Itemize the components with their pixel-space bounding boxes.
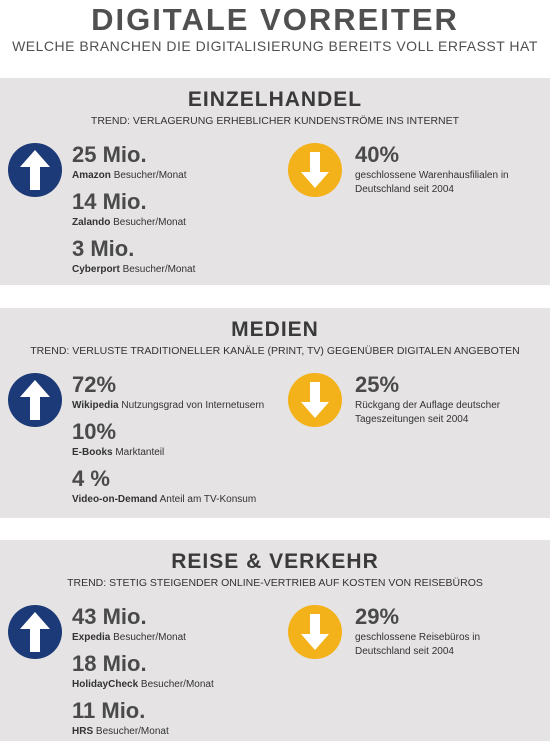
stat-text: Besucher/Monat xyxy=(113,632,186,643)
subtitle: WELCHE BRANCHEN DIE DIGITALISIERUNG BERE… xyxy=(12,38,538,54)
stat-value: 11 Mio. xyxy=(72,698,146,723)
stat-desc: E-Books Marktanteil xyxy=(72,446,272,460)
arrow xyxy=(20,150,50,190)
stat-text: Nutzungsgrad von Internetusern xyxy=(121,400,265,411)
stat-value: 29% xyxy=(355,604,400,629)
trend: TREND: VERLUSTE TRADITIONELLER KANÄLE (P… xyxy=(30,345,520,357)
section-title: REISE & VERKEHR xyxy=(171,550,379,573)
stat-value: 18 Mio. xyxy=(72,651,147,676)
arrow-up-icon xyxy=(8,605,62,659)
stat-desc: geschlossene Reisebüros in Deutschland s… xyxy=(355,632,481,657)
section-title: MEDIEN xyxy=(231,318,319,341)
arrow-down-icon xyxy=(288,143,342,197)
arrow xyxy=(20,612,50,652)
stat-desc: HRS Besucher/Monat xyxy=(72,725,272,739)
stat-value: 14 Mio. xyxy=(72,189,147,214)
stat-desc: Video-on-Demand Anteil am TV-Konsum xyxy=(72,493,272,507)
stat-name: Cyberport xyxy=(72,264,120,275)
stat-name: Amazon xyxy=(72,170,111,181)
stat-desc: Cyberport Besucher/Monat xyxy=(72,263,272,277)
stat-desc: Rückgang der Auflage deutscher Tageszeit… xyxy=(355,400,501,425)
stat-desc: geschlossene Warenhausfilialen in Deutsc… xyxy=(355,170,509,195)
stat-text: Besucher/Monat xyxy=(122,264,196,275)
stat-desc: Wikipedia Nutzungsgrad von Internetusern xyxy=(72,399,272,413)
title: DIGITALE VORREITER xyxy=(91,2,459,37)
stat-value: 4 % xyxy=(72,466,110,491)
stat-value: 25% xyxy=(355,372,400,397)
stat-value: 25 Mio. xyxy=(72,142,147,167)
section: MEDIEN TREND: VERLUSTE TRADITIONELLER KAN… xyxy=(0,308,550,518)
stat-name: HRS xyxy=(72,726,94,737)
stat-desc: HolidayCheck Besucher/Monat xyxy=(72,678,272,692)
arrow xyxy=(301,152,329,188)
stat-desc: Expedia Besucher/Monat xyxy=(72,631,272,645)
stat-name: Zalando xyxy=(72,217,111,228)
stat-value: 72% xyxy=(72,372,117,397)
section: REISE & VERKEHR TREND: STETIG STEIGENDER … xyxy=(0,540,550,741)
stat-value: 43 Mio. xyxy=(72,604,147,629)
stat-name: HolidayCheck xyxy=(72,679,139,690)
trend: TREND: STETIG STEIGENDER ONLINE-VERTRIEB… xyxy=(67,577,483,589)
stat-text: Marktanteil xyxy=(115,447,165,458)
stat-text: Besucher/Monat xyxy=(95,726,169,737)
arrow-down-icon xyxy=(288,373,342,427)
stat-text: Besucher/Monat xyxy=(113,170,187,181)
stat-text: Besucher/Monat xyxy=(140,679,214,690)
stat-name: Wikipedia xyxy=(72,400,119,411)
stat-text: Anteil am TV-Konsum xyxy=(159,494,257,505)
section-title: EINZELHANDEL xyxy=(187,88,363,111)
stat-name: Expedia xyxy=(72,632,111,643)
arrow xyxy=(301,382,329,418)
arrow xyxy=(20,380,50,420)
section: EINZELHANDEL TREND: VERLAGERUNG ERHEBLICH… xyxy=(0,78,550,285)
stat-desc: Zalando Besucher/Monat xyxy=(72,216,272,230)
stat-value: 3 Mio. xyxy=(72,236,135,261)
arrow-down-icon xyxy=(288,605,342,659)
stat-name: E-Books xyxy=(72,447,113,458)
arrow-up-icon xyxy=(8,373,62,427)
stat-desc: Amazon Besucher/Monat xyxy=(72,169,272,183)
stat-name: Video-on-Demand xyxy=(72,494,158,505)
stat-text: Besucher/Monat xyxy=(113,217,186,228)
stat-value: 40% xyxy=(355,142,400,167)
arrow-up-icon xyxy=(8,143,62,197)
trend: TREND: VERLAGERUNG ERHEBLICHER KUNDENSTR… xyxy=(90,115,460,127)
stat-value: 10% xyxy=(72,419,117,444)
arrow xyxy=(301,614,329,650)
